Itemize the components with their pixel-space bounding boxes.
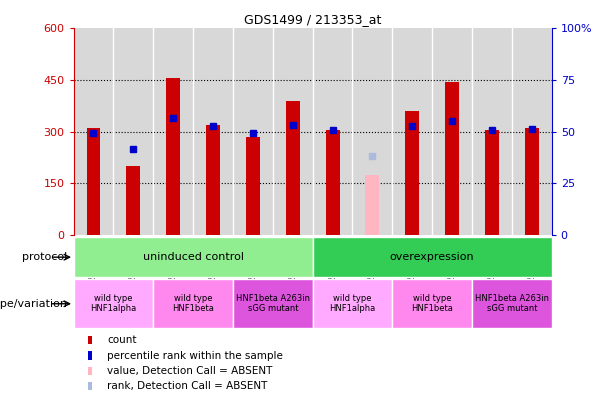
Text: value, Detection Call = ABSENT: value, Detection Call = ABSENT	[107, 366, 272, 376]
Text: percentile rank within the sample: percentile rank within the sample	[107, 350, 283, 360]
Text: genotype/variation: genotype/variation	[0, 299, 67, 309]
Text: uninduced control: uninduced control	[143, 252, 243, 262]
Bar	[352, 28, 392, 235]
Bar	[88, 382, 92, 390]
Bar	[326, 130, 340, 235]
Bar	[126, 166, 140, 235]
Text: wild type
HNF1beta: wild type HNF1beta	[172, 294, 214, 313]
Bar	[392, 28, 432, 235]
Bar	[525, 128, 539, 235]
Bar	[193, 28, 233, 235]
Text: overexpression: overexpression	[390, 252, 474, 262]
Text: wild type
HNF1alpha: wild type HNF1alpha	[90, 294, 137, 313]
Bar	[233, 279, 313, 328]
Bar	[485, 130, 499, 235]
Bar	[286, 101, 300, 235]
Bar	[246, 137, 260, 235]
Bar	[445, 82, 459, 235]
Title: GDS1499 / 213353_at: GDS1499 / 213353_at	[244, 13, 381, 26]
Bar	[86, 128, 101, 235]
Bar	[405, 111, 419, 235]
Bar	[313, 279, 392, 328]
Bar	[74, 237, 313, 277]
Bar	[74, 279, 153, 328]
Bar	[88, 367, 92, 375]
Bar	[88, 352, 92, 360]
Text: HNF1beta A263in
sGG mutant: HNF1beta A263in sGG mutant	[475, 294, 549, 313]
Bar	[432, 28, 472, 235]
Bar	[472, 28, 512, 235]
Bar	[512, 28, 552, 235]
Bar	[233, 28, 273, 235]
Bar	[153, 28, 193, 235]
Bar	[313, 28, 352, 235]
Bar	[365, 175, 379, 235]
Bar	[88, 336, 92, 345]
Text: wild type
HNF1beta: wild type HNF1beta	[411, 294, 453, 313]
Text: count: count	[107, 335, 137, 345]
Text: HNF1beta A263in
sGG mutant: HNF1beta A263in sGG mutant	[236, 294, 310, 313]
Text: wild type
HNF1alpha: wild type HNF1alpha	[329, 294, 376, 313]
Bar	[313, 237, 552, 277]
Bar	[153, 279, 233, 328]
Bar	[206, 125, 220, 235]
Bar	[113, 28, 153, 235]
Bar	[74, 28, 113, 235]
Bar	[472, 279, 552, 328]
Text: protocol: protocol	[22, 252, 67, 262]
Bar	[392, 279, 472, 328]
Bar	[273, 28, 313, 235]
Bar	[166, 78, 180, 235]
Text: rank, Detection Call = ABSENT: rank, Detection Call = ABSENT	[107, 381, 267, 391]
